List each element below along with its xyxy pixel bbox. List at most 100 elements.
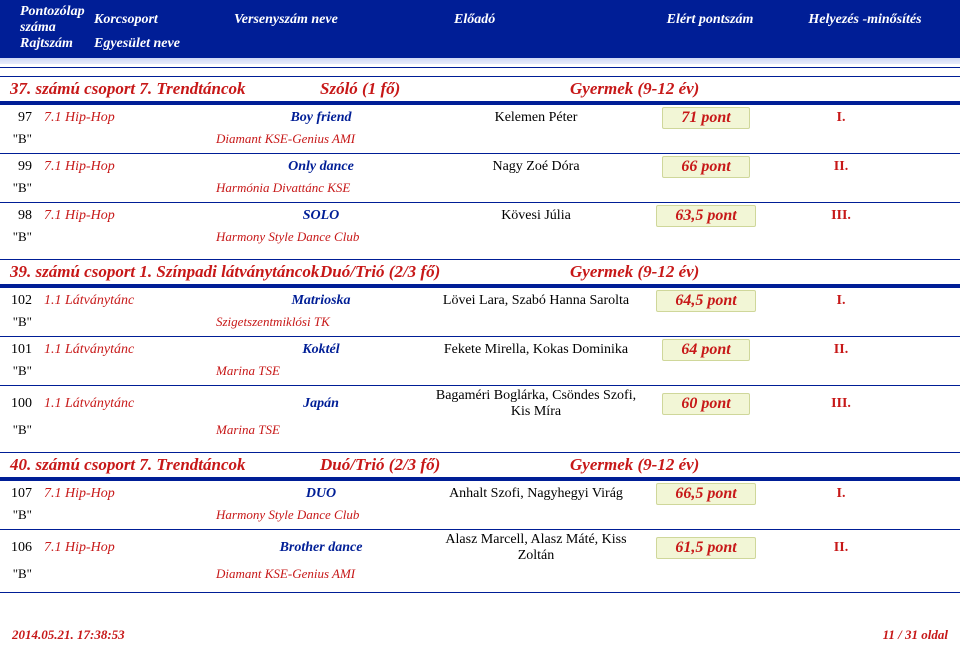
report-footer: 2014.05.21. 17:38:53 11 / 31 oldal: [12, 627, 948, 643]
header-underline: [0, 58, 960, 68]
report-header: Pontozólap száma Korcsoport Versenyszám …: [0, 0, 960, 58]
class-b: "B": [0, 566, 36, 582]
hdr-egyesulet: Egyesület neve: [90, 36, 230, 52]
result-entry: 1021.1 LátványtáncMatrioskaLövei Lara, S…: [0, 287, 960, 336]
performers: Kövesi Júlia: [426, 208, 646, 224]
result-entry: 997.1 Hip-HopOnly danceNagy Zoé Dóra 66 p…: [0, 153, 960, 202]
hdr-rajtszam: Rajtszám: [0, 36, 90, 52]
dance-title: Only dance: [216, 159, 426, 175]
category: 7.1 Hip-Hop: [36, 159, 216, 175]
performers: Lövei Lara, Szabó Hanna Sarolta: [426, 293, 646, 309]
group-name: 37. számú csoport 7. Trendtáncok: [10, 79, 320, 99]
class-b: "B": [0, 131, 36, 147]
category: 1.1 Látványtánc: [36, 342, 216, 358]
result-entry: 1077.1 Hip-HopDUOAnhalt Szofi, Nagyhegyi…: [0, 480, 960, 529]
group-form: Duó/Trió (2/3 fő): [320, 455, 570, 475]
club-name: Harmony Style Dance Club: [36, 229, 359, 245]
performers: Kelemen Péter: [426, 110, 646, 126]
dance-title: Matrioska: [216, 293, 426, 309]
dance-title: SOLO: [216, 208, 426, 224]
score-cell: 63,5 pont: [646, 205, 766, 227]
club-name: Harmony Style Dance Club: [36, 507, 359, 523]
group-form: Szóló (1 fő): [320, 79, 570, 99]
club-name: Marina TSE: [36, 363, 280, 379]
dance-title: Boy friend: [216, 110, 426, 126]
performers: Bagaméri Boglárka, Csöndes Szofi, Kis Mí…: [426, 388, 646, 420]
score-value: 64 pont: [662, 339, 749, 361]
category: 1.1 Látványtánc: [36, 396, 216, 412]
score-value: 66 pont: [662, 156, 749, 178]
group-form: Duó/Trió (2/3 fő): [320, 262, 570, 282]
group-header: 39. számú csoport 1. Színpadi látványtán…: [0, 259, 960, 287]
dance-title: Brother dance: [216, 540, 426, 556]
start-number: 107: [0, 486, 36, 502]
placement: III.: [766, 208, 916, 224]
start-number: 97: [0, 110, 36, 126]
hdr-pontozolap: Pontozólap száma: [0, 4, 90, 36]
hdr-helyezes: Helyezés -minősítés: [790, 12, 940, 28]
score-value: 60 pont: [662, 393, 749, 415]
hdr-pontszam: Elért pontszám: [630, 12, 790, 28]
club-name: Szigetszentmiklósi TK: [36, 314, 330, 330]
class-b: "B": [0, 229, 36, 245]
score-cell: 66,5 pont: [646, 483, 766, 505]
group-age: Gyermek (9-12 év): [570, 455, 830, 475]
start-number: 98: [0, 208, 36, 224]
group-header: 40. számú csoport 7. TrendtáncokDuó/Trió…: [0, 452, 960, 480]
club-name: Marina TSE: [36, 422, 280, 438]
result-entry: 987.1 Hip-HopSOLOKövesi Júlia 63,5 pont II…: [0, 202, 960, 251]
category: 1.1 Látványtánc: [36, 293, 216, 309]
footer-page: 11 / 31 oldal: [883, 627, 948, 643]
score-cell: 61,5 pont: [646, 537, 766, 559]
placement: III.: [766, 396, 916, 412]
club-name: Diamant KSE-Genius AMI: [36, 566, 355, 582]
hdr-versenyszam: Versenyszám neve: [230, 12, 450, 28]
group-age: Gyermek (9-12 év): [570, 262, 830, 282]
category: 7.1 Hip-Hop: [36, 208, 216, 224]
score-value: 66,5 pont: [656, 483, 755, 505]
score-cell: 64,5 pont: [646, 290, 766, 312]
group-header: 37. számú csoport 7. TrendtáncokSzóló (1…: [0, 76, 960, 104]
start-number: 100: [0, 396, 36, 412]
placement: I.: [766, 486, 916, 502]
start-number: 99: [0, 159, 36, 175]
result-entry: 1011.1 LátványtáncKoktélFekete Mirella, …: [0, 336, 960, 385]
result-entry: 1067.1 Hip-HopBrother danceAlasz Marcell…: [0, 529, 960, 588]
result-entry: 1001.1 LátványtáncJapánBagaméri Boglárka…: [0, 385, 960, 444]
group-name: 39. számú csoport 1. Színpadi látványtán…: [10, 262, 320, 282]
start-number: 106: [0, 540, 36, 556]
score-cell: 66 pont: [646, 156, 766, 178]
dance-title: DUO: [216, 486, 426, 502]
category: 7.1 Hip-Hop: [36, 486, 216, 502]
dance-title: Koktél: [216, 342, 426, 358]
class-b: "B": [0, 422, 36, 438]
score-cell: 64 pont: [646, 339, 766, 361]
class-b: "B": [0, 363, 36, 379]
footer-timestamp: 2014.05.21. 17:38:53: [12, 627, 125, 643]
report-body: 37. számú csoport 7. TrendtáncokSzóló (1…: [0, 76, 960, 593]
class-b: "B": [0, 507, 36, 523]
placement: II.: [766, 540, 916, 556]
score-value: 64,5 pont: [656, 290, 755, 312]
club-name: Harmónia Divattánc KSE: [36, 180, 350, 196]
category: 7.1 Hip-Hop: [36, 110, 216, 126]
hdr-eloado: Előadó: [450, 12, 630, 28]
score-cell: 60 pont: [646, 393, 766, 415]
performers: Anhalt Szofi, Nagyhegyi Virág: [426, 486, 646, 502]
placement: I.: [766, 293, 916, 309]
hdr-korcsoport: Korcsoport: [90, 12, 230, 28]
performers: Nagy Zoé Dóra: [426, 159, 646, 175]
performers: Alasz Marcell, Alasz Máté, Kiss Zoltán: [426, 532, 646, 564]
placement: II.: [766, 342, 916, 358]
result-entry: 977.1 Hip-HopBoy friendKelemen Péter71 p…: [0, 104, 960, 153]
performers: Fekete Mirella, Kokas Dominika: [426, 342, 646, 358]
score-value: 61,5 pont: [656, 537, 755, 559]
group-age: Gyermek (9-12 év): [570, 79, 830, 99]
score-value: 63,5 pont: [656, 205, 755, 227]
score-cell: 71 pont: [646, 107, 766, 129]
placement: II.: [766, 159, 916, 175]
category: 7.1 Hip-Hop: [36, 540, 216, 556]
start-number: 101: [0, 342, 36, 358]
placement: I.: [766, 110, 916, 126]
body-end-rule: [0, 592, 960, 593]
